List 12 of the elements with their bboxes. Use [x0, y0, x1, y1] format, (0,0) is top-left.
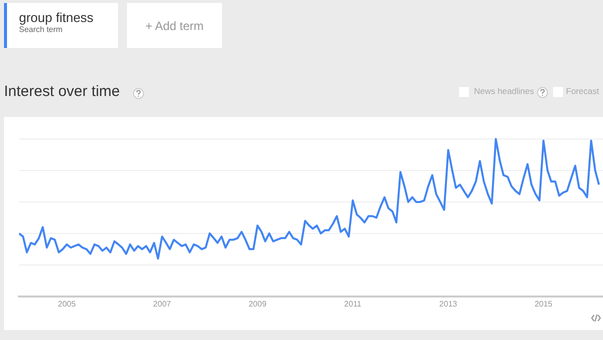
text: News headlines	[474, 86, 534, 96]
chart-title: Interest over time	[4, 83, 120, 100]
x-tick-label: 2005	[58, 299, 76, 308]
x-tick-label: 2007	[153, 299, 172, 308]
text: + Add term	[145, 18, 204, 32]
text: group fitness	[19, 10, 94, 25]
text: Forecast	[566, 86, 600, 96]
text: Search term	[19, 25, 63, 34]
x-tick-label: 2013	[439, 299, 458, 308]
x-tick-label: 2011	[344, 299, 362, 308]
x-tick-label: 2015	[534, 299, 553, 308]
x-tick-label: 2009	[248, 299, 267, 308]
